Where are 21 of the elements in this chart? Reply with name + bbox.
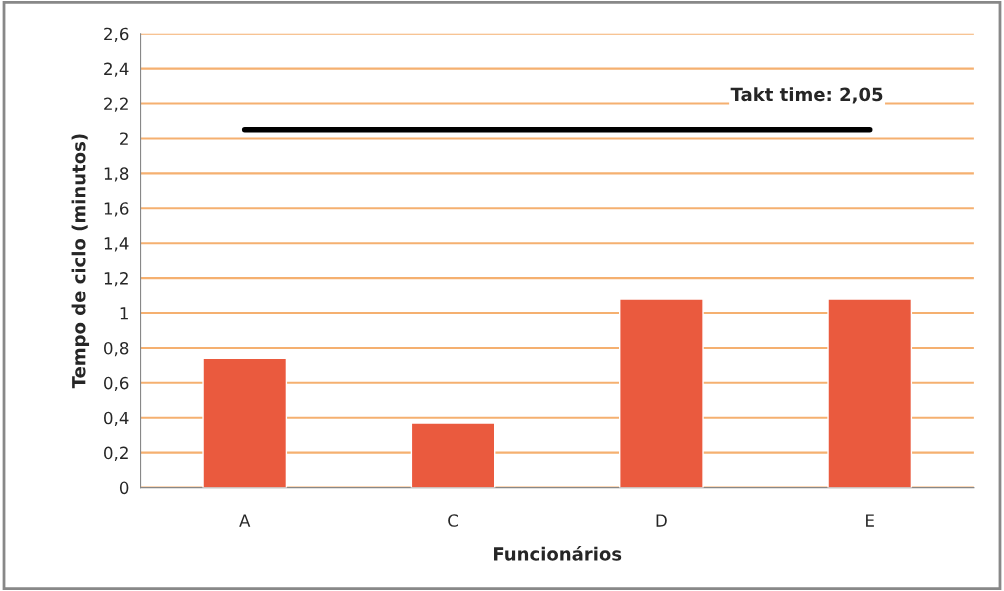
- y-tick-label: 2: [120, 132, 128, 145]
- y-tick-label: 0,8: [104, 341, 129, 357]
- y-tick-label: 0: [119, 481, 129, 495]
- y-tick-label: 0,2: [104, 446, 128, 461]
- y-tick-label: 2,4: [104, 62, 129, 77]
- y-tick-label: 2,2: [104, 97, 128, 112]
- y-tick-label: 1: [120, 307, 128, 320]
- y-tick-label: 0,6: [104, 376, 129, 392]
- y-tick-label: 1,4: [104, 237, 129, 252]
- x-axis-title: Funcionários: [494, 546, 622, 561]
- annotation: Takt time: 2,05: [730, 87, 883, 104]
- x-tick-label: D: [656, 514, 667, 527]
- x-tick-label: A: [239, 514, 251, 527]
- y-axis-title: Tempo de ciclo (minutos): [71, 134, 90, 389]
- y-tick-label: 1,6: [104, 202, 129, 217]
- y-tick-label: 1,2: [104, 272, 128, 287]
- y-tick-label: 2,6: [104, 27, 129, 42]
- y-tick-label: 1,8: [104, 167, 129, 182]
- y-tick-label: 0,4: [104, 411, 129, 427]
- x-tick-label: C: [448, 514, 458, 527]
- x-tick-label: E: [866, 514, 874, 527]
